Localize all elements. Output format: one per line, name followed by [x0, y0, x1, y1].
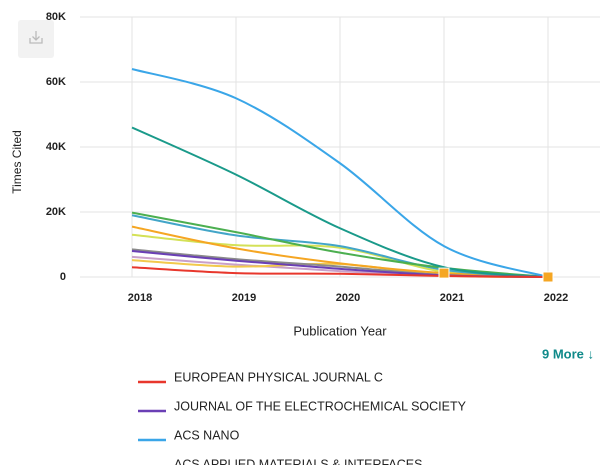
legend-label: ACS APPLIED MATERIALS & INTERFACES — [174, 457, 422, 465]
y-tick-label: 40K — [46, 141, 66, 153]
download-icon — [29, 31, 43, 44]
more-button[interactable]: 9 More ↓ — [542, 346, 594, 361]
series-line — [131, 225, 549, 278]
y-tick-label: 0 — [60, 271, 66, 283]
x-tick-label: 2021 — [440, 292, 464, 304]
y-tick-label: 80K — [46, 11, 66, 23]
point-marker — [542, 271, 554, 283]
x-tick-label: 2018 — [128, 292, 152, 304]
point-marker — [438, 267, 450, 279]
series-line — [131, 126, 549, 278]
x-tick-label: 2020 — [336, 292, 360, 304]
series-line — [131, 211, 549, 278]
y-tick-label: 20K — [46, 206, 66, 218]
legend-label: JOURNAL OF THE ELECTROCHEMICAL SOCIETY — [174, 399, 467, 413]
x-tick-label: 2022 — [544, 292, 568, 304]
legend-label: EUROPEAN PHYSICAL JOURNAL C — [174, 370, 383, 384]
legend-label: ACS NANO — [174, 428, 240, 442]
y-tick-label: 60K — [46, 76, 66, 88]
x-tick-label: 2019 — [232, 292, 256, 304]
x-axis-title: Publication Year — [293, 323, 387, 338]
y-axis-title: Times Cited — [10, 130, 24, 194]
series-line — [131, 68, 549, 278]
series-line — [131, 266, 549, 278]
